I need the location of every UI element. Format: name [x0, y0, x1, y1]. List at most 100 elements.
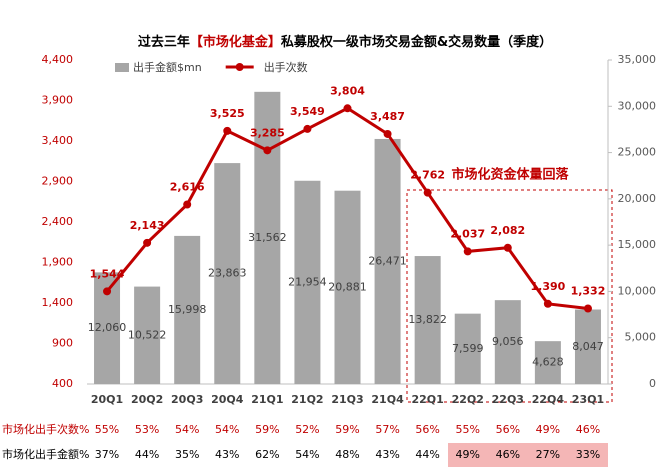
row-cell: 55% [456, 423, 480, 436]
line-value-label: 2,143 [130, 219, 165, 232]
bar [574, 309, 601, 384]
line-value-label: 3,804 [330, 84, 365, 97]
x-tick-label: 21Q1 [251, 393, 283, 406]
line-point [343, 104, 352, 113]
x-tick-label: 20Q2 [131, 393, 163, 406]
row-cell: 46% [576, 423, 600, 436]
row-cell: 33% [576, 448, 600, 461]
bar-value-label: 13,822 [408, 313, 447, 326]
legend-swatch [235, 63, 244, 71]
x-tick-label: 21Q4 [371, 393, 404, 406]
bar-value-label: 10,522 [128, 328, 167, 341]
line-value-label: 1,390 [530, 280, 565, 293]
row-cell: 48% [335, 448, 359, 461]
bar-value-label: 20,881 [328, 280, 367, 293]
x-tick-label: 22Q1 [411, 393, 443, 406]
row-cell: 62% [255, 448, 279, 461]
bar [134, 286, 161, 384]
row-cell: 27% [536, 448, 560, 461]
x-tick-label: 20Q4 [211, 393, 244, 406]
bar-value-label: 21,954 [288, 275, 327, 288]
row-cell: 44% [415, 448, 439, 461]
y2-tick-label: 15,000 [618, 238, 657, 251]
line-value-label: 3,525 [210, 107, 245, 120]
bar [414, 256, 441, 384]
row-cell: 52% [295, 423, 319, 436]
title-highlight: 【市场化基金】 [190, 34, 281, 50]
y2-tick-label: 35,000 [618, 53, 657, 66]
line-value-label: 2,082 [490, 224, 525, 237]
y-tick-label: 900 [52, 337, 73, 350]
row-cell: 54% [295, 448, 319, 461]
bar [294, 180, 321, 384]
y2-tick-label: 20,000 [618, 192, 657, 205]
bar [174, 235, 201, 384]
bar-value-label: 8,047 [572, 340, 604, 353]
title-part: 私募股权一级市场交易金额&交易数量（季度） [281, 34, 552, 50]
bar [534, 341, 561, 384]
y-tick-label: 400 [52, 377, 73, 390]
bar [454, 313, 481, 384]
line-value-label: 3,487 [370, 110, 405, 123]
y2-tick-label: 25,000 [618, 146, 657, 159]
chart-title: 过去三年【市场化基金】私募股权一级市场交易金额&交易数量（季度） [138, 34, 552, 50]
line-point [263, 146, 272, 155]
bar [374, 138, 401, 384]
row-cell: 54% [175, 423, 199, 436]
y-tick-label: 2,400 [42, 215, 74, 228]
row-cell: 43% [375, 448, 399, 461]
row-label: 市场化出手次数% [2, 422, 89, 436]
highlight-cells [448, 443, 608, 467]
y-tick-label: 2,900 [42, 175, 74, 188]
row-cell: 55% [95, 423, 119, 436]
x-tick-label: 22Q3 [492, 393, 524, 406]
bar [214, 163, 241, 384]
bar-value-label: 31,562 [248, 231, 287, 244]
row-cell: 35% [175, 448, 199, 461]
row-cell: 57% [375, 423, 399, 436]
x-tick-label: 22Q2 [452, 393, 484, 406]
y-tick-label: 4,400 [42, 53, 74, 66]
line-point [583, 304, 592, 313]
bar-value-label: 7,599 [452, 342, 484, 355]
line-value-label: 3,549 [290, 105, 325, 118]
line-value-label: 1,332 [571, 285, 606, 298]
annotation: 市场化资金体量回落 [451, 167, 569, 183]
line-point [223, 126, 232, 135]
bar-value-label: 4,628 [532, 356, 564, 369]
x-tick-label: 21Q2 [291, 393, 323, 406]
bar [334, 190, 361, 384]
y2-tick-label: 0 [649, 377, 656, 390]
row-cell: 59% [255, 423, 279, 436]
row-cell: 49% [456, 448, 480, 461]
line-value-label: 2,616 [170, 181, 205, 194]
bar [254, 91, 281, 385]
legend-swatch [115, 63, 129, 72]
highlight-box [406, 189, 613, 403]
y-tick-label: 1,400 [42, 296, 74, 309]
title-part: 过去三年 [138, 34, 190, 50]
row-cell: 59% [335, 423, 359, 436]
y-tick-label: 3,900 [42, 94, 74, 107]
row-cell: 43% [215, 448, 239, 461]
x-tick-label: 23Q1 [572, 393, 604, 406]
row-label: 市场化出手金额% [2, 447, 89, 461]
x-tick-label: 20Q3 [171, 393, 203, 406]
row-cell: 49% [536, 423, 560, 436]
x-tick-label: 20Q1 [91, 393, 123, 406]
row-cell: 46% [496, 448, 520, 461]
bar-value-label: 23,863 [208, 267, 247, 280]
line-point [383, 129, 392, 138]
line-point [423, 188, 432, 197]
line-point [303, 124, 312, 133]
x-tick-label: 22Q4 [532, 393, 565, 406]
line-point [143, 238, 152, 247]
line-point [503, 243, 512, 252]
x-tick-label: 21Q3 [331, 393, 363, 406]
line-point [543, 299, 552, 308]
bar-value-label: 12,060 [88, 321, 127, 334]
line-value-label: 2,037 [450, 227, 485, 240]
y2-tick-label: 5,000 [625, 331, 657, 344]
bar-value-label: 26,471 [368, 254, 407, 267]
